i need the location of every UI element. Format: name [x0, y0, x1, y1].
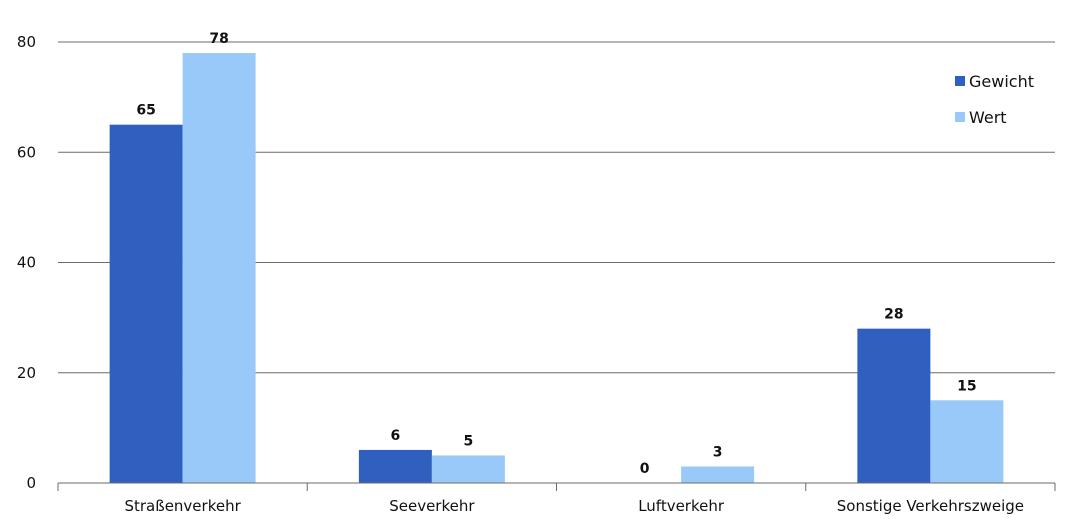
x-category-label: Luftverkehr [638, 497, 725, 515]
data-label: 5 [464, 433, 474, 449]
data-label: 78 [209, 31, 228, 47]
legend-label: Gewicht [969, 72, 1034, 91]
x-category-label: Sonstige Verkehrszweige [837, 497, 1024, 515]
bar-wert [681, 466, 755, 483]
bar-gewicht [857, 328, 931, 483]
y-tick-label: 80 [17, 33, 36, 51]
legend-label: Wert [969, 108, 1007, 127]
legend: Gewicht Wert [955, 72, 1034, 127]
x-category-label: Straßenverkehr [124, 497, 241, 515]
data-label: 0 [640, 461, 650, 477]
data-label: 6 [391, 428, 401, 444]
y-tick-label: 40 [17, 254, 36, 272]
data-label: 65 [136, 103, 155, 119]
x-axis: Straßenverkehr Seeverkehr Luftverkehr Sonst… [57, 482, 1056, 515]
bar-gewicht [358, 449, 432, 483]
bar-wert [930, 400, 1004, 483]
data-label: 28 [884, 307, 903, 323]
data-label: 3 [713, 444, 723, 460]
y-tick-label: 60 [17, 143, 36, 161]
data-label: 15 [957, 378, 976, 394]
legend-swatch [955, 76, 965, 86]
y-axis-tick-labels: 0 20 40 60 80 [17, 33, 36, 492]
bar-gewicht [109, 124, 183, 483]
bar-wert [431, 455, 505, 483]
x-category-label: Seeverkehr [389, 497, 475, 515]
bar-series [109, 53, 1004, 484]
y-tick-label: 0 [26, 474, 36, 492]
y-tick-label: 20 [17, 364, 36, 382]
legend-swatch [955, 112, 965, 122]
bar-wert [182, 53, 256, 484]
